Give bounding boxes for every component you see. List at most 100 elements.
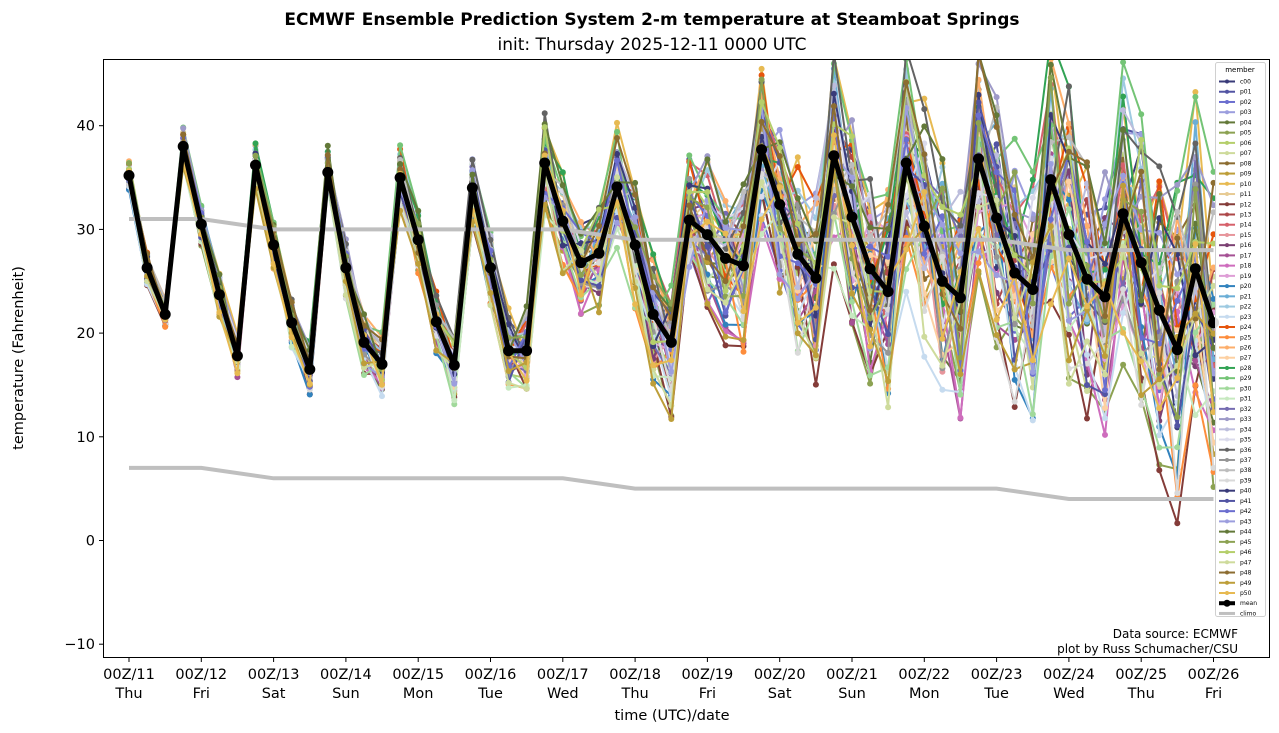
mean-point — [1153, 304, 1165, 316]
member-point — [1065, 300, 1072, 307]
member-point — [1174, 208, 1181, 215]
mean-point — [774, 199, 786, 210]
mean-point — [231, 350, 243, 362]
x-tick-label-time: 00Z/17 — [537, 667, 589, 683]
legend-marker — [1225, 171, 1229, 176]
member-point — [975, 268, 982, 275]
legend-marker — [1225, 580, 1229, 585]
mean-point — [810, 272, 822, 284]
member-point — [361, 360, 367, 367]
legend-marker — [1225, 345, 1229, 350]
member-point — [523, 385, 530, 392]
mean-point — [756, 144, 768, 156]
member-point — [1011, 376, 1018, 383]
member-point — [993, 332, 1000, 338]
x-tick-label-time: 00Z/20 — [754, 667, 806, 683]
member-point — [740, 181, 747, 188]
member-point — [867, 252, 874, 259]
mean-point — [268, 239, 280, 251]
mean-point — [973, 153, 984, 165]
legend-label: p18 — [1240, 263, 1252, 270]
legend-label: p16 — [1240, 242, 1252, 249]
member-point — [342, 292, 349, 298]
legend-label: p15 — [1240, 232, 1252, 239]
x-tick-label-day: Tue — [983, 686, 1009, 702]
x-tick-label-time: 00Z/14 — [320, 667, 372, 683]
x-tick-label-time: 00Z/13 — [248, 667, 300, 683]
member-point — [812, 194, 819, 201]
legend-label: p11 — [1240, 191, 1252, 198]
legend-marker — [1225, 99, 1229, 104]
member-point — [740, 337, 747, 343]
member-point — [614, 150, 620, 157]
member-point — [614, 157, 620, 164]
member-point — [451, 380, 458, 387]
member-point — [921, 265, 928, 272]
member-point — [849, 298, 855, 305]
member-point — [614, 219, 620, 226]
legend-item-p05: p05 — [1219, 130, 1252, 137]
member-point — [1102, 391, 1108, 398]
member-point — [957, 414, 964, 421]
member-point — [596, 290, 602, 297]
member-point — [252, 152, 259, 159]
legend-label: p13 — [1240, 211, 1252, 218]
member-point — [577, 218, 584, 225]
member-point — [812, 352, 819, 359]
legend-item-p22: p22 — [1219, 304, 1252, 311]
member-point — [324, 142, 331, 149]
member-point — [849, 312, 855, 319]
member-point — [252, 140, 259, 147]
member-point — [993, 232, 1000, 239]
mean-point — [647, 308, 659, 320]
member-point — [415, 220, 422, 227]
member-point — [758, 231, 765, 238]
member-point — [758, 72, 765, 79]
x-tick-label-day: Fri — [1205, 686, 1222, 702]
legend-marker — [1225, 498, 1229, 503]
member-point — [686, 189, 693, 196]
member-point — [632, 214, 639, 221]
legend-label: p28 — [1240, 365, 1252, 372]
mean-point — [575, 257, 587, 269]
member-point — [415, 260, 422, 267]
legend-label: p44 — [1240, 529, 1252, 536]
x-tick-label-day: Sun — [838, 686, 866, 702]
legend-marker — [1225, 539, 1229, 544]
x-tick-label-day: Sun — [332, 686, 360, 702]
x-tick-label-day: Fri — [193, 686, 210, 702]
member-point — [596, 222, 602, 229]
member-point — [1156, 178, 1163, 185]
member-point — [867, 224, 874, 231]
member-point — [1174, 444, 1181, 451]
member-point — [288, 299, 295, 306]
member-point — [668, 357, 675, 364]
y-tick-label: 30 — [77, 222, 95, 238]
mean-point — [1081, 273, 1093, 285]
member-point — [1047, 216, 1054, 223]
member-point — [632, 191, 639, 198]
member-point — [1065, 148, 1072, 155]
legend-marker — [1225, 161, 1229, 166]
member-point — [1138, 208, 1145, 215]
member-point — [976, 51, 982, 57]
member-point — [885, 349, 892, 356]
member-point — [1120, 182, 1127, 189]
member-point — [867, 315, 874, 322]
legend-label: p39 — [1240, 477, 1252, 484]
legend-item-p07: p07 — [1219, 150, 1252, 157]
legend-label: p01 — [1240, 89, 1252, 96]
member-point — [1120, 286, 1127, 293]
legend-marker — [1225, 355, 1229, 360]
member-point — [1011, 315, 1018, 321]
member-point — [704, 254, 711, 261]
legend-item-p38: p38 — [1219, 467, 1252, 474]
legend-label: p48 — [1240, 570, 1252, 577]
legend-item-p04: p04 — [1219, 119, 1252, 126]
member-point — [614, 244, 620, 251]
member-point — [812, 230, 819, 237]
member-point — [1156, 191, 1163, 197]
member-point — [794, 195, 801, 202]
member-point — [831, 54, 837, 60]
member-point — [704, 156, 711, 163]
